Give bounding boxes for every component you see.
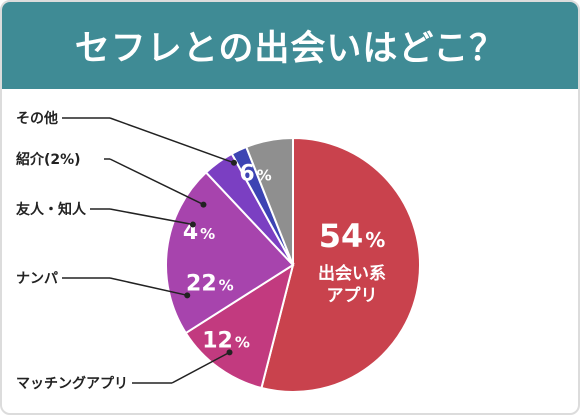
slice-outside-label: ナンパ	[16, 271, 58, 287]
slice-value-unit: %	[365, 228, 385, 252]
slice-outside-label: 紹介(2%)	[16, 151, 81, 168]
slice-value-number: 22	[186, 272, 217, 297]
pie-slice	[244, 136, 294, 266]
leader-dot	[226, 349, 233, 356]
pie-slice	[165, 171, 295, 335]
slice-outside-label: マッチングアプリ	[16, 375, 128, 392]
slice-category-label: アプリ	[327, 285, 378, 306]
leader-dot	[231, 159, 237, 166]
slice-value-unit: %	[257, 166, 272, 184]
title-banner: セフレとの出会いはどこ？	[2, 2, 578, 89]
leader-line	[109, 158, 204, 206]
slice-value-unit: %	[200, 225, 215, 243]
slice-value-unit: %	[219, 277, 234, 295]
slice-value-label: 54%	[319, 217, 386, 255]
slice-value-unit: %	[235, 333, 250, 351]
pie-slice	[260, 136, 421, 393]
slice-category-label: 出会い系	[318, 263, 386, 284]
pie-slice	[184, 262, 295, 390]
leader-line	[109, 277, 188, 297]
slice-value-number: 54	[319, 217, 364, 255]
slice-value-label: 6%	[239, 161, 271, 186]
slice-value-label: 22%	[186, 272, 234, 297]
leader-line	[171, 351, 230, 384]
leader-line	[109, 208, 194, 226]
leader-line	[109, 117, 235, 164]
chart-title: セフレとの出会いはどこ？	[74, 29, 506, 69]
slice-outside-label: その他	[16, 110, 58, 127]
slice-outside-label: 友人・知人	[16, 201, 87, 218]
pie-slices	[165, 136, 421, 393]
slice-value-number: 12	[202, 328, 233, 353]
slice-value-label: 12%	[202, 328, 250, 353]
slice-value-number: 6	[239, 161, 254, 186]
